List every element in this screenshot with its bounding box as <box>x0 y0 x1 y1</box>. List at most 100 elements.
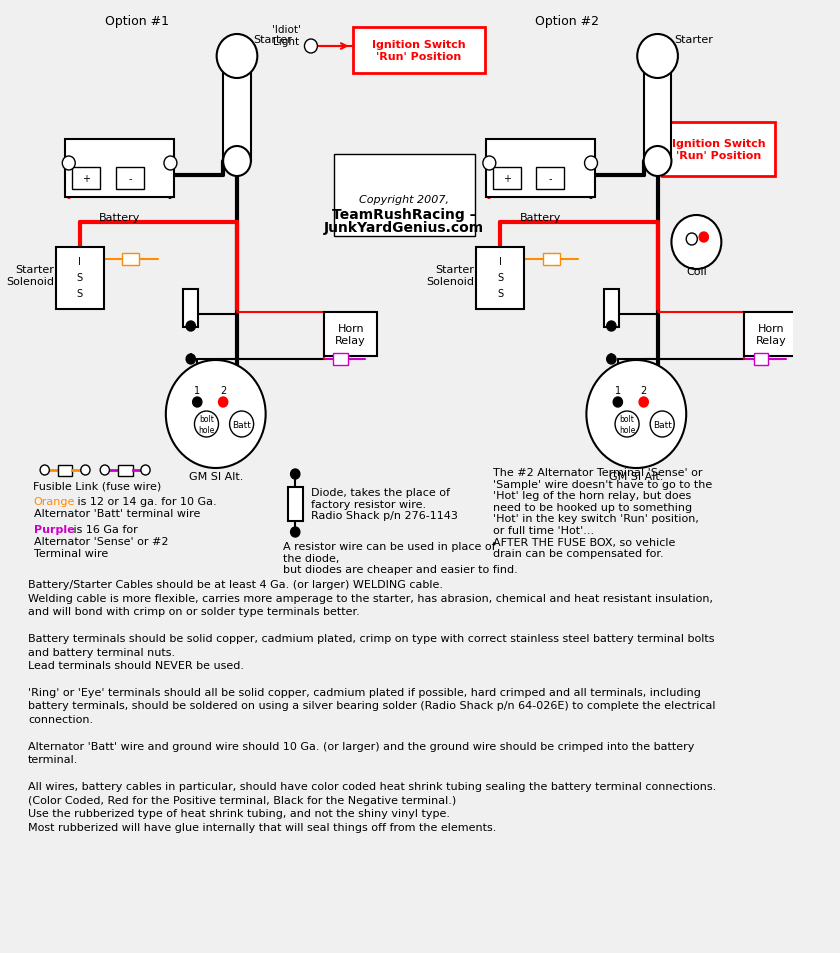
Text: GM SI Alt.: GM SI Alt. <box>609 472 664 481</box>
Bar <box>333 354 348 366</box>
Circle shape <box>164 157 177 171</box>
Bar <box>753 354 769 366</box>
Text: Alternator 'Sense' or #2: Alternator 'Sense' or #2 <box>34 537 168 546</box>
Circle shape <box>606 355 616 365</box>
Circle shape <box>217 35 257 79</box>
Text: I: I <box>78 256 81 267</box>
Text: A resistor wire can be used in place of
the diode,
but diodes are cheaper and ea: A resistor wire can be used in place of … <box>283 541 518 575</box>
Circle shape <box>639 397 648 408</box>
Text: Alternator 'Batt' terminal wire: Alternator 'Batt' terminal wire <box>34 509 200 518</box>
Text: and battery terminal nuts.: and battery terminal nuts. <box>28 647 176 657</box>
FancyBboxPatch shape <box>334 154 475 236</box>
Circle shape <box>586 360 686 469</box>
Text: Batt: Batt <box>653 420 672 429</box>
Text: Diode, takes the place of
factory resistor wire.
Radio Shack p/n 276-1143: Diode, takes the place of factory resist… <box>311 488 458 520</box>
Text: S: S <box>497 289 503 298</box>
Text: Alternator 'Batt' wire and ground wire should 10 Ga. (or larger) and the ground : Alternator 'Batt' wire and ground wire s… <box>28 741 695 751</box>
Bar <box>65 140 174 198</box>
Text: bolt
hole: bolt hole <box>198 415 215 435</box>
Bar <box>288 488 302 521</box>
Circle shape <box>100 465 109 476</box>
Text: Batt: Batt <box>232 420 251 429</box>
Text: 2: 2 <box>641 386 647 395</box>
Circle shape <box>186 355 196 365</box>
Text: S: S <box>497 273 503 283</box>
Bar <box>55 248 104 310</box>
Circle shape <box>291 527 300 537</box>
Text: Horn
Relay: Horn Relay <box>756 324 786 345</box>
Text: TeamRushRacing –: TeamRushRacing – <box>332 208 476 222</box>
Text: battery terminals, should be soldered on using a silver bearing solder (Radio Sh: battery terminals, should be soldered on… <box>28 700 716 711</box>
Text: +: + <box>503 173 511 184</box>
Bar <box>643 67 671 162</box>
Text: I: I <box>499 256 501 267</box>
Text: Lead terminals should NEVER be used.: Lead terminals should NEVER be used. <box>28 660 244 670</box>
Text: terminal.: terminal. <box>28 755 78 764</box>
Text: Option #1: Option #1 <box>105 15 169 28</box>
Text: Horn
Relay: Horn Relay <box>335 324 366 345</box>
FancyBboxPatch shape <box>354 28 485 74</box>
Text: Starter
Solenoid: Starter Solenoid <box>427 265 475 287</box>
Circle shape <box>195 412 218 437</box>
Text: is 16 Ga for: is 16 Ga for <box>70 524 138 535</box>
Text: Starter: Starter <box>675 35 713 45</box>
Bar <box>476 248 524 310</box>
Circle shape <box>40 465 50 476</box>
Bar <box>744 313 798 356</box>
Bar <box>123 253 139 266</box>
Circle shape <box>291 470 300 479</box>
Circle shape <box>81 465 90 476</box>
Bar <box>537 168 564 190</box>
Text: Copyright 2007,: Copyright 2007, <box>360 194 449 205</box>
Text: +: + <box>82 173 91 184</box>
Text: Starter: Starter <box>254 35 292 45</box>
Bar <box>604 290 619 328</box>
Text: Starter
Solenoid: Starter Solenoid <box>6 265 54 287</box>
Text: S: S <box>76 273 83 283</box>
Text: JunkYardGenius.com: JunkYardGenius.com <box>324 221 485 234</box>
Text: GM SI Alt.: GM SI Alt. <box>188 472 243 481</box>
Text: and will bond with crimp on or solder type terminals better.: and will bond with crimp on or solder ty… <box>28 606 360 617</box>
Text: Purple: Purple <box>34 524 74 535</box>
Circle shape <box>186 322 196 332</box>
Circle shape <box>165 360 265 469</box>
Bar <box>486 140 595 198</box>
Bar <box>118 465 133 476</box>
Circle shape <box>218 397 228 408</box>
Text: 'Idiot'
Light: 'Idiot' Light <box>271 25 301 47</box>
Text: Terminal wire: Terminal wire <box>34 548 108 558</box>
Text: Battery terminals should be solid copper, cadmium plated, crimp on type with cor: Battery terminals should be solid copper… <box>28 634 715 643</box>
Bar <box>324 313 377 356</box>
Circle shape <box>643 147 671 177</box>
Bar <box>543 253 559 266</box>
Text: Battery/Starter Cables should be at least 4 Ga. (or larger) WELDING cable.: Battery/Starter Cables should be at leas… <box>28 579 443 589</box>
Bar <box>493 168 521 190</box>
Circle shape <box>615 412 639 437</box>
Text: Most rubberized will have glue internally that will seal things off from the ele: Most rubberized will have glue internall… <box>28 822 496 832</box>
Bar <box>58 465 72 476</box>
Circle shape <box>62 157 76 171</box>
Circle shape <box>192 397 202 408</box>
Text: The #2 Alternator Terminal 'Sense' or
'Sample' wire doesn't have to go to the
'H: The #2 Alternator Terminal 'Sense' or 'S… <box>493 468 712 558</box>
Text: Ignition Switch
'Run' Position: Ignition Switch 'Run' Position <box>372 40 466 62</box>
Circle shape <box>671 215 722 270</box>
Circle shape <box>141 465 150 476</box>
Circle shape <box>613 397 622 408</box>
Circle shape <box>304 40 318 54</box>
Bar <box>183 290 198 328</box>
Text: Orange: Orange <box>34 497 75 506</box>
Circle shape <box>699 233 708 243</box>
Text: 1: 1 <box>615 386 621 395</box>
Circle shape <box>650 412 675 437</box>
Text: Fusible Link (fuse wire): Fusible Link (fuse wire) <box>34 481 161 492</box>
Text: bolt
hole: bolt hole <box>619 415 635 435</box>
Text: Ignition Switch
'Run' Position: Ignition Switch 'Run' Position <box>672 139 765 161</box>
Circle shape <box>229 412 254 437</box>
Text: -: - <box>549 173 552 184</box>
Bar <box>72 168 100 190</box>
Text: -: - <box>128 173 132 184</box>
Text: 2: 2 <box>220 386 226 395</box>
Text: 1: 1 <box>194 386 200 395</box>
Text: is 12 or 14 ga. for 10 Ga.: is 12 or 14 ga. for 10 Ga. <box>74 497 217 506</box>
Text: All wires, battery cables in particular, should have color coded heat shrink tub: All wires, battery cables in particular,… <box>28 781 717 792</box>
